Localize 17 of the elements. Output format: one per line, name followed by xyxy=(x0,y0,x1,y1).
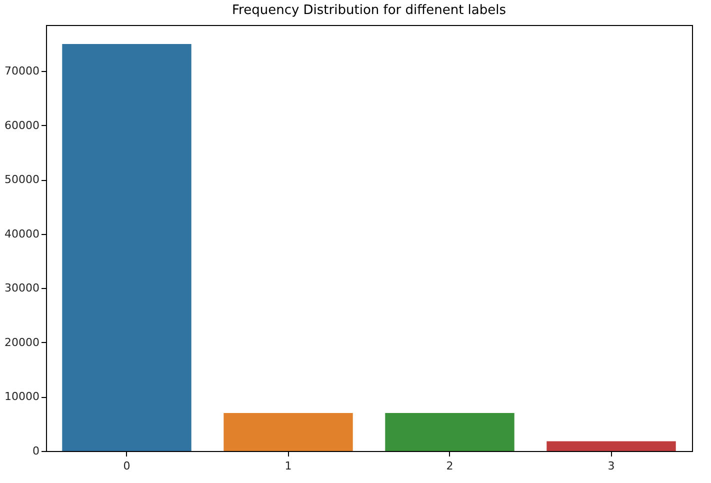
y-tick-label: 60000 xyxy=(4,118,40,132)
x-tick-label: 1 xyxy=(284,460,292,472)
x-tick-label: 2 xyxy=(446,460,454,472)
x-tick-label: 3 xyxy=(608,460,615,472)
x-tick-label: 0 xyxy=(123,460,130,472)
bar xyxy=(546,441,676,451)
y-tick-label: 20000 xyxy=(4,336,40,349)
bar xyxy=(62,44,192,451)
bar xyxy=(385,413,514,451)
y-tick-label: 10000 xyxy=(4,390,40,404)
chart-title: Frequency Distribution for diffenent labels xyxy=(232,3,506,18)
bar xyxy=(224,413,353,451)
y-tick-label: 0 xyxy=(32,444,40,458)
y-tick-label: 30000 xyxy=(4,282,40,295)
y-tick-label: 50000 xyxy=(4,173,40,186)
y-tick-label: 70000 xyxy=(4,64,40,78)
y-tick-label: 40000 xyxy=(4,227,40,240)
